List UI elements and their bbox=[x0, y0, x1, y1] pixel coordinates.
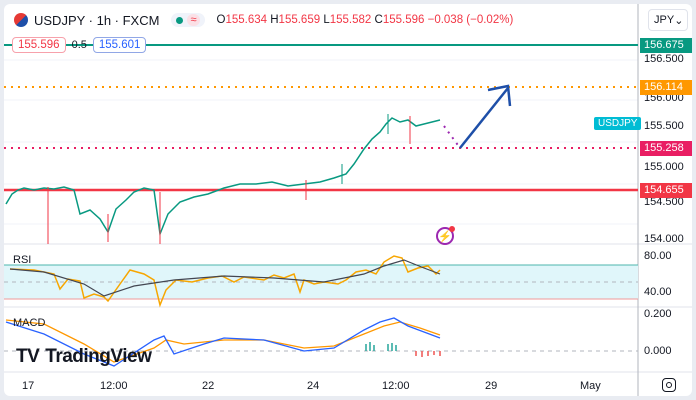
rsi-axis-label: 80.00 bbox=[644, 250, 672, 262]
delayed-data-icon: ≈ bbox=[187, 14, 200, 26]
buy-price-button[interactable]: 155.601 bbox=[92, 37, 147, 53]
macd-label[interactable]: MACD bbox=[13, 317, 46, 329]
level-tag-resistance[interactable]: 156.675 bbox=[640, 38, 692, 53]
spread-value: 0.5 bbox=[71, 39, 87, 51]
chart-canvas[interactable] bbox=[4, 4, 692, 396]
price-axis-label: 154.500 bbox=[644, 196, 684, 208]
tradingview-logo[interactable]: TV TradingView bbox=[16, 346, 152, 367]
currency-selector[interactable]: JPY ⌄ bbox=[648, 9, 688, 31]
usdjpy-flag-icon bbox=[14, 13, 28, 27]
chart-frame: USDJPY · 1h · FXCM ≈ O155.634 H155.659 L… bbox=[4, 4, 692, 396]
chart-settings-icon[interactable] bbox=[662, 378, 676, 392]
bid-ask-panel: 155.596 0.5 155.601 bbox=[12, 37, 147, 53]
rsi-label[interactable]: RSI bbox=[13, 254, 32, 266]
ohlc-values: O155.634 H155.659 L155.582 C155.596 −0.0… bbox=[216, 14, 514, 26]
price-axis-label: 155.500 bbox=[644, 120, 684, 132]
time-axis-label: 24 bbox=[307, 380, 320, 392]
symbol-title: USDJPY · 1h · FXCM bbox=[34, 12, 160, 28]
sell-price-button[interactable]: 155.596 bbox=[12, 37, 66, 53]
level-tag-support[interactable]: 155.258 bbox=[640, 141, 692, 156]
time-axis-label: May bbox=[580, 380, 601, 392]
market-status-pill[interactable]: ≈ bbox=[171, 13, 205, 27]
level-tag-target[interactable]: 156.114 bbox=[640, 80, 692, 95]
symbol-price-tag: USDJPY bbox=[594, 117, 642, 130]
macd-axis-label: 0.000 bbox=[644, 345, 672, 357]
time-axis-label: 22 bbox=[202, 380, 215, 392]
market-open-dot-icon bbox=[176, 16, 184, 24]
lightning-alert-icon[interactable]: ⚡ bbox=[436, 226, 455, 245]
rsi-axis-label: 40.00 bbox=[644, 286, 672, 298]
time-axis-label: 12:00 bbox=[382, 380, 410, 392]
symbol-legend[interactable]: USDJPY · 1h · FXCM ≈ O155.634 H155.659 L… bbox=[14, 10, 513, 30]
chevron-down-icon: ⌄ bbox=[674, 14, 684, 27]
time-axis-label: 17 bbox=[22, 380, 35, 392]
price-axis-label: 155.000 bbox=[644, 161, 684, 173]
price-axis-label: 156.000 bbox=[644, 92, 684, 104]
macd-axis-label: 0.200 bbox=[644, 308, 672, 320]
price-axis-label: 156.500 bbox=[644, 53, 684, 65]
time-axis-label: 12:00 bbox=[100, 380, 128, 392]
price-change: −0.038 (−0.02%) bbox=[427, 14, 514, 26]
tradingview-mark-icon: TV bbox=[16, 346, 40, 367]
level-tag-support-red[interactable]: 154.655 bbox=[640, 183, 692, 198]
time-axis-label: 29 bbox=[485, 380, 498, 392]
price-axis-label: 154.000 bbox=[644, 233, 684, 245]
